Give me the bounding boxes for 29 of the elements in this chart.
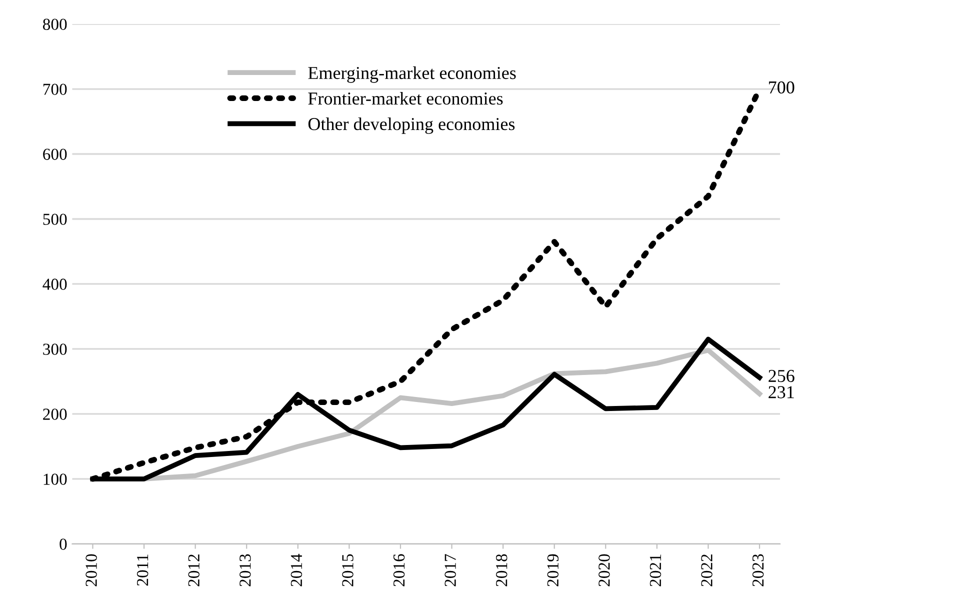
x-tick-label: 2020 [598, 554, 610, 586]
y-tick-label: 300 [43, 344, 67, 355]
y-tick-label: 600 [43, 148, 67, 160]
x-tick-label: 2013 [240, 554, 251, 586]
y-tick-label: 500 [43, 214, 67, 225]
data-label: 231 [768, 386, 794, 398]
x-tick-label: 2012 [188, 554, 200, 586]
legend-label: Other developing economies [308, 117, 515, 134]
x-tick-label: 2014 [290, 554, 302, 586]
y-tick-label: 400 [42, 278, 67, 290]
x-tick-label: 2022 [701, 554, 712, 586]
legend-label: Frontier-market economies [308, 92, 503, 105]
x-tick-label: 2017 [444, 554, 456, 586]
x-tick-label: 2015 [342, 554, 354, 586]
y-tick-label: 100 [44, 474, 67, 485]
x-tick-label: 2011 [136, 554, 148, 586]
x-tick-label: 2019 [547, 554, 559, 586]
data-label: 256 [768, 370, 794, 382]
y-tick-label: 0 [60, 538, 67, 550]
legend-label: Emerging-market economies [308, 66, 516, 83]
x-tick-label: 2010 [86, 554, 97, 586]
y-tick-label: 200 [43, 408, 67, 420]
y-tick-label: 700 [43, 84, 67, 95]
x-tick-label: 2018 [496, 554, 508, 586]
y-tick-label: 800 [43, 18, 67, 30]
x-tick-label: 2021 [650, 554, 662, 586]
x-tick-label: 2016 [393, 554, 405, 586]
data-label: 700 [769, 81, 794, 94]
x-tick-label: 2023 [752, 554, 764, 586]
